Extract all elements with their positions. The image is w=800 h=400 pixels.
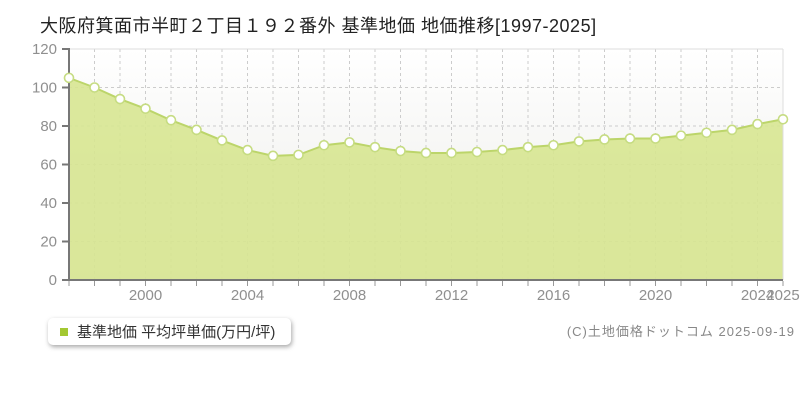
y-axis-tick-label: 60 (40, 157, 57, 174)
data-point (89, 82, 100, 93)
data-point (395, 145, 406, 157)
data-point (573, 136, 585, 147)
y-axis-tick-label: 120 (32, 41, 57, 58)
data-point (471, 146, 483, 158)
x-axis-tick-label: 2012 (435, 287, 468, 304)
legend-marker-swatch (60, 327, 68, 336)
data-point (777, 113, 789, 125)
data-point (293, 149, 304, 161)
y-axis-tick-label: 80 (40, 118, 57, 135)
data-point (242, 144, 253, 156)
data-point (318, 139, 330, 151)
price-trend-chart: 0 20 40 60 80 100 120 2000 2004 2008 2012 2016 2020 2… (32, 41, 800, 304)
y-axis-tick-label: 100 (32, 80, 57, 97)
page-title: 大阪府箕面市半町２丁目１９２番外 基準地価 地価推移[1997-2025] (40, 16, 597, 36)
data-point (191, 124, 202, 136)
x-axis-tick-label: 2024 (741, 287, 774, 304)
data-point (216, 135, 228, 146)
x-axis-tick-label: 2025 (766, 287, 799, 304)
data-point (446, 147, 457, 159)
data-point (701, 127, 712, 139)
x-axis-tick-label: 2004 (231, 287, 264, 304)
data-point (522, 141, 534, 153)
data-point (650, 133, 661, 144)
data-point (369, 141, 381, 153)
data-point (752, 118, 763, 130)
data-point (675, 130, 687, 141)
y-axis-tick-label: 40 (40, 195, 57, 212)
data-point (114, 93, 126, 105)
data-point (267, 150, 279, 162)
data-point (420, 147, 432, 159)
x-axis-tick-label: 2000 (129, 287, 162, 304)
data-point (599, 134, 610, 145)
data-point (548, 139, 559, 151)
data-point (140, 103, 151, 114)
area-fill (69, 77, 783, 280)
y-axis-tick-label: 0 (49, 272, 57, 289)
legend: 基準地価 平均坪単価(万円/坪) (48, 318, 292, 345)
x-axis-tick-label: 2020 (639, 287, 672, 304)
x-axis-tick-label: 2008 (333, 287, 366, 304)
data-point (344, 137, 355, 148)
data-point (726, 124, 738, 136)
data-point (497, 144, 508, 156)
copyright-text: (C)土地価格ドットコム 2025-09-19 (566, 324, 795, 339)
x-axis-tick-label: 2016 (537, 287, 570, 304)
y-axis-tick-label: 20 (40, 234, 57, 251)
legend-label: 基準地価 平均坪単価(万円/坪) (77, 324, 276, 341)
data-point (624, 133, 636, 144)
data-point (63, 72, 75, 84)
data-point (165, 114, 177, 126)
